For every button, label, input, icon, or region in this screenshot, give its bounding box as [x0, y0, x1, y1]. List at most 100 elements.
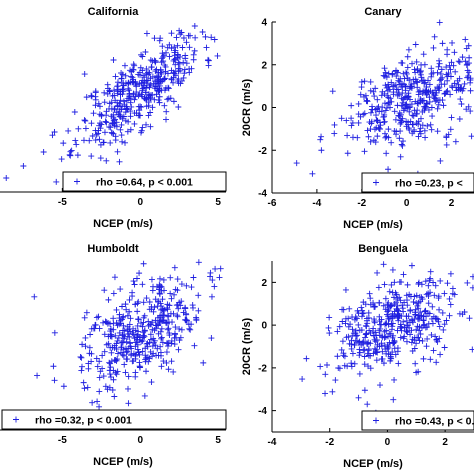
- data-point: [430, 347, 437, 354]
- data-point: [381, 328, 388, 335]
- data-point: [71, 109, 78, 115]
- data-point: [116, 329, 123, 336]
- data-point: [163, 349, 170, 356]
- data-point: [322, 390, 329, 397]
- data-point: [200, 359, 207, 366]
- data-point: [107, 124, 114, 131]
- data-point: [415, 121, 422, 128]
- data-point: [212, 265, 219, 272]
- data-point: [175, 68, 182, 75]
- data-point: [399, 142, 406, 149]
- data-point: [424, 335, 431, 342]
- data-point: [107, 371, 114, 378]
- data-point: [419, 98, 426, 105]
- data-point: [404, 302, 411, 309]
- data-point: [142, 89, 149, 96]
- data-point: [167, 290, 174, 297]
- data-point: [82, 125, 89, 132]
- data-point: [101, 89, 108, 96]
- data-point: [421, 80, 428, 87]
- data-point: [141, 328, 148, 335]
- data-point: [146, 92, 153, 99]
- data-point: [130, 61, 137, 68]
- data-point: [152, 68, 159, 75]
- data-point: [157, 349, 164, 356]
- data-point: [193, 317, 200, 324]
- data-point: [420, 355, 427, 362]
- data-point: [399, 83, 406, 90]
- data-point: [361, 353, 368, 360]
- data-point: [170, 368, 177, 375]
- legend-box: [1, 409, 227, 430]
- data-point: [371, 319, 378, 326]
- data-point: [463, 62, 470, 69]
- data-point: [202, 33, 209, 40]
- data-point: [388, 302, 395, 309]
- data-point: [156, 93, 163, 100]
- y-tick-label: 4: [261, 18, 267, 29]
- data-point: [74, 152, 81, 159]
- data-point: [398, 117, 405, 124]
- data-point: [123, 349, 130, 356]
- data-point: [118, 69, 125, 76]
- data-point: [340, 352, 347, 359]
- data-point: [107, 139, 114, 146]
- data-point: [88, 153, 95, 160]
- data-point: [103, 119, 110, 126]
- data-point: [442, 90, 449, 97]
- data-point: [412, 41, 419, 48]
- data-point: [110, 376, 117, 383]
- legend-label: rho =0.64, p < 0.001: [96, 177, 193, 189]
- data-point: [143, 368, 150, 375]
- data-point: [404, 329, 411, 336]
- data-point: [351, 360, 358, 367]
- data-point: [101, 287, 108, 294]
- data-point: [360, 338, 367, 345]
- data-point: [175, 76, 182, 83]
- data-point: [114, 83, 121, 90]
- data-point: [458, 84, 465, 91]
- data-point: [158, 334, 165, 341]
- data-point: [95, 313, 102, 320]
- data-point: [391, 108, 398, 115]
- legend-marker: [373, 417, 379, 424]
- data-point: [170, 79, 177, 86]
- data-point: [95, 100, 102, 107]
- data-point: [124, 348, 131, 355]
- data-point: [163, 116, 170, 123]
- data-point: [436, 306, 443, 313]
- data-point: [170, 98, 177, 105]
- data-point: [422, 88, 429, 95]
- data-point: [111, 344, 118, 351]
- data-point: [139, 348, 146, 355]
- data-point: [143, 121, 150, 128]
- data-point: [188, 284, 195, 291]
- data-point: [388, 320, 395, 327]
- data-point: [160, 358, 167, 365]
- data-point: [117, 97, 124, 104]
- data-point: [383, 150, 390, 157]
- data-point: [423, 83, 430, 90]
- data-point: [178, 326, 185, 333]
- data-point: [176, 325, 183, 332]
- data-point: [447, 66, 454, 73]
- data-point: [456, 310, 463, 317]
- data-point: [431, 292, 438, 299]
- data-point: [149, 92, 156, 99]
- data-point: [149, 287, 156, 294]
- x-tick-label: 5: [215, 197, 221, 208]
- data-point: [153, 74, 160, 81]
- x-tick-label: 0: [404, 198, 410, 209]
- data-point: [121, 62, 128, 69]
- data-point: [344, 132, 351, 139]
- data-point: [452, 138, 459, 145]
- data-point: [170, 69, 177, 76]
- data-point: [408, 101, 415, 108]
- data-point: [164, 312, 171, 319]
- data-point: [155, 352, 162, 359]
- data-point: [441, 321, 448, 328]
- data-point: [158, 59, 165, 66]
- data-point: [468, 133, 474, 140]
- data-point: [398, 279, 405, 286]
- data-point: [93, 314, 100, 321]
